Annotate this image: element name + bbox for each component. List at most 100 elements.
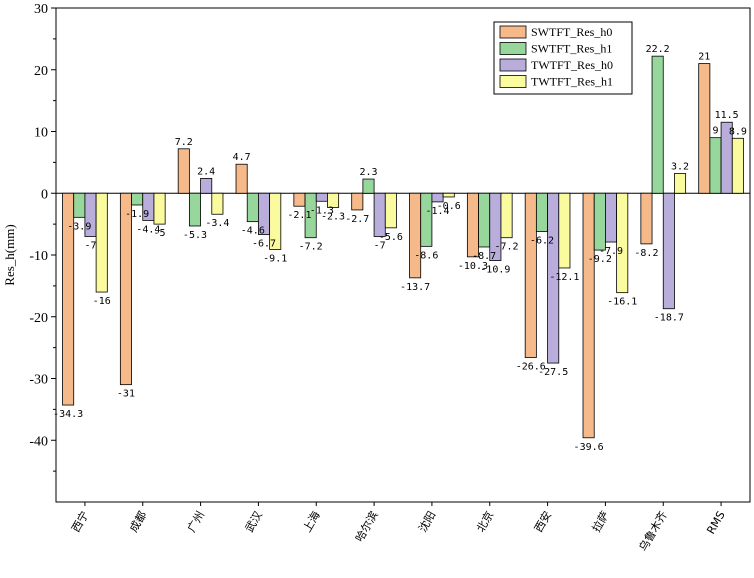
legend-swatch	[499, 58, 527, 72]
bar	[709, 137, 722, 194]
bar	[558, 192, 571, 269]
bar	[524, 192, 537, 358]
legend: SWTFT_Res_h0 SWTFT_Res_h1 TWTFT_Res_h0 TWTF…	[493, 21, 633, 95]
bar	[674, 173, 687, 194]
data-label: -18.7	[654, 313, 684, 324]
bar	[384, 192, 397, 229]
bar	[95, 192, 108, 293]
data-label: 21	[698, 52, 710, 63]
y-tick-label: -40	[29, 434, 48, 449]
bar	[466, 192, 479, 258]
data-label: -2.3	[321, 211, 345, 222]
data-label: -12.1	[549, 272, 579, 283]
bar	[442, 192, 455, 198]
bar	[431, 192, 444, 203]
bar	[547, 192, 560, 364]
bar	[500, 192, 513, 239]
data-label: -9.2	[588, 254, 612, 265]
data-label: -16.1	[607, 297, 637, 308]
bar	[235, 163, 248, 194]
legend-label: SWTFT_Res_h0	[531, 25, 612, 39]
data-label: -7	[84, 240, 96, 251]
category-label: 拉萨	[589, 509, 612, 535]
data-label: 2.3	[359, 167, 377, 178]
bar	[698, 63, 711, 194]
data-label: -1.4	[425, 206, 449, 217]
y-tick-label: 20	[34, 64, 48, 79]
legend-label: TWTFT_Res_h0	[531, 58, 613, 72]
bar	[131, 192, 144, 206]
y-axis-title: Res_h(mm)	[2, 224, 17, 285]
data-label: -10.9	[480, 265, 510, 276]
category-label: 广州	[185, 509, 207, 535]
bar	[119, 192, 132, 386]
category-label: 乌鲁木齐	[636, 509, 670, 554]
data-label: -0.6	[437, 201, 461, 212]
bar	[616, 192, 629, 294]
category-label: 西安	[531, 509, 554, 535]
data-label: -2.1	[287, 210, 311, 221]
bar	[73, 192, 86, 218]
category-label: 武汉	[243, 509, 265, 535]
data-label: -6.2	[530, 236, 554, 247]
data-label: -6.7	[252, 239, 276, 250]
bar	[188, 192, 201, 227]
data-label: -4.4	[136, 224, 160, 235]
bar	[62, 192, 75, 406]
category-label: RMS	[704, 509, 727, 536]
bar	[593, 192, 606, 251]
data-label: -34.3	[53, 409, 83, 420]
data-label: -4.6	[241, 226, 265, 237]
bar	[304, 192, 317, 239]
bar	[293, 192, 306, 207]
data-label: -5.3	[183, 230, 207, 241]
data-label: -8.6	[414, 250, 438, 261]
bar	[640, 192, 653, 245]
y-tick-label: 30	[34, 2, 48, 17]
bar	[582, 192, 595, 439]
data-label: 22.2	[646, 44, 670, 55]
legend-label: SWTFT_Res_h1	[531, 42, 612, 56]
category-label: 成都	[127, 509, 149, 535]
category-label: 西宁	[68, 509, 91, 535]
category-label: 沈阳	[415, 509, 438, 535]
bar	[362, 178, 375, 194]
data-label: -13.7	[400, 282, 430, 293]
data-label: 11.5	[715, 110, 739, 121]
bar	[351, 192, 364, 211]
data-label: -7	[374, 240, 386, 251]
y-tick-label: 0	[41, 187, 48, 202]
data-label: 8.9	[729, 126, 747, 137]
legend-label: TWTFT_Res_h1	[531, 75, 613, 89]
legend-swatch	[499, 25, 527, 39]
bar	[269, 192, 282, 250]
bar	[731, 137, 744, 194]
bar	[535, 192, 548, 232]
category-label: 上海	[300, 509, 323, 535]
data-label: 2.4	[197, 166, 215, 177]
data-label: -31	[117, 389, 135, 400]
bar	[327, 192, 340, 208]
data-label: -5	[154, 228, 166, 239]
data-label: -3.4	[205, 218, 229, 229]
data-label: -5.6	[379, 232, 403, 243]
bar	[478, 192, 491, 248]
data-label: -7.2	[299, 242, 323, 253]
y-tick-label: 10	[34, 126, 48, 141]
bar	[246, 192, 259, 223]
bar	[651, 55, 664, 194]
legend-swatch	[499, 42, 527, 55]
data-label: -16	[93, 296, 111, 307]
data-label: 3.2	[671, 161, 689, 172]
bar	[409, 192, 422, 279]
bar	[315, 192, 328, 202]
data-label: -9.1	[263, 253, 287, 264]
bar	[605, 192, 618, 243]
bar	[153, 192, 166, 225]
data-label: -8.7	[472, 251, 496, 262]
data-label: -1.3	[310, 205, 334, 216]
bar	[177, 148, 190, 194]
data-label: -39.6	[574, 442, 604, 453]
y-tick-label: -10	[29, 249, 48, 264]
